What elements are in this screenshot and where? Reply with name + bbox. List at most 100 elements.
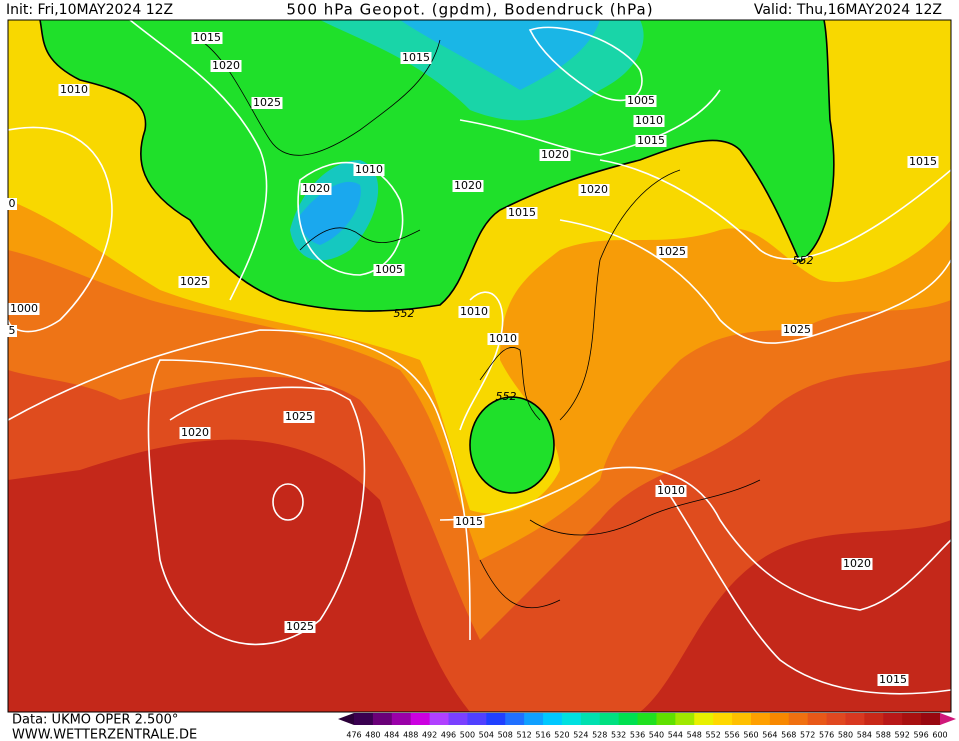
isobar-label: 552 <box>394 307 415 320</box>
isobar-label: 1020 <box>541 148 569 161</box>
colorbar-label: 496 <box>441 731 456 740</box>
isobar-label: 1015 <box>193 31 221 44</box>
colorbar-label: 540 <box>649 731 664 740</box>
colorbar-swatch <box>580 713 601 725</box>
map-frame <box>7 19 952 713</box>
isobar-label: 1025 <box>180 275 208 288</box>
isobar-label: 1025 <box>658 245 686 258</box>
colorbar-label: 560 <box>743 731 758 740</box>
colorbar-label: 556 <box>724 731 739 740</box>
colorbar-label: 596 <box>913 731 928 740</box>
colorbar-label: 488 <box>403 731 418 740</box>
colorbar-swatch <box>732 713 752 725</box>
colorbar-label: 476 <box>346 731 361 740</box>
isobar-label-box <box>400 52 432 64</box>
isobar-label-box <box>7 325 17 337</box>
isobar <box>297 161 404 276</box>
colorbar: 476 480 484 488 492 496 500 504 508 512 516 520 524 5… <box>338 713 956 740</box>
colorbar-label: 512 <box>516 731 531 740</box>
isobar <box>147 359 366 646</box>
field-blue <box>400 20 600 90</box>
colorbar-label: 516 <box>535 731 550 740</box>
colorbar-label: 520 <box>554 731 569 740</box>
isobar-label: 1020 <box>212 59 240 72</box>
isobar <box>439 466 951 611</box>
isobar-label: 1000 <box>10 302 38 315</box>
colorbar-swatch <box>467 713 487 725</box>
isobar-label: 1015 <box>455 515 483 528</box>
isobar-label: 1010 <box>657 484 685 497</box>
isobar <box>272 483 304 521</box>
colorbar-label: 528 <box>592 731 607 740</box>
isobar-label-box <box>284 621 316 633</box>
isobar-label: 1015 <box>508 206 536 219</box>
isobar-label-box <box>179 427 211 439</box>
isobar-label-box <box>8 303 40 315</box>
colorbar-end-low <box>338 713 354 725</box>
isobar-label-box <box>635 135 667 147</box>
isobar-label-box <box>578 184 610 196</box>
colorbar-swatch <box>826 713 846 725</box>
isobar-label-box <box>781 324 813 336</box>
data-source: Data: UKMO OPER 2.500° <box>12 713 178 728</box>
isobar-label-box <box>625 95 657 107</box>
isobar-label-box <box>283 411 315 423</box>
colorbar-label: 524 <box>573 731 588 740</box>
isobar-labels: 1015 1020 1015 1010 1025 1005 1010 1015 1020 1010… <box>7 31 939 686</box>
isobar-label-box <box>841 558 873 570</box>
colorbar-swatch <box>524 713 544 725</box>
colorbar-swatch <box>845 713 865 725</box>
coastline <box>199 39 441 251</box>
colorbar-swatch <box>675 713 695 725</box>
coastline <box>479 169 761 609</box>
isobar-label: 1010 <box>489 332 517 345</box>
colorbar-swatch <box>391 713 412 725</box>
isobar-label: 1025 <box>253 96 281 109</box>
coastlines <box>199 39 761 609</box>
colorbar-label: 492 <box>422 731 437 740</box>
isobar-label-box <box>300 183 332 195</box>
field-blue-greenland <box>300 181 361 245</box>
isobar <box>169 386 331 421</box>
colorbar-swatch <box>788 713 809 725</box>
isobar-label-box <box>353 164 385 176</box>
colorbar-label: 548 <box>687 731 702 740</box>
isobar-label: 1005 <box>375 263 403 276</box>
isobar-label: 552 <box>793 254 814 267</box>
isobar-label-box <box>877 674 909 686</box>
isobar-label-box <box>656 246 688 258</box>
colorbar-label: 536 <box>630 731 645 740</box>
isobar <box>659 479 951 695</box>
contour-552-cutoff <box>469 396 555 494</box>
isobar-label: 1015 <box>637 134 665 147</box>
colorbar-swatch <box>354 713 374 725</box>
isobar-label-box <box>210 60 242 72</box>
isobar-label-box <box>907 156 939 168</box>
colorbar-swatch <box>902 713 922 725</box>
isobar-label: 1010 <box>60 83 88 96</box>
colorbar-swatch <box>486 713 506 725</box>
isobar-label: 1010 <box>635 114 663 127</box>
isobar-label: 1025 <box>285 410 313 423</box>
colorbar-label: 500 <box>460 731 475 740</box>
colorbar-swatch <box>883 713 903 725</box>
isobar-label: 1015 <box>909 155 937 168</box>
isobar <box>459 89 721 156</box>
contour-552 <box>39 20 835 312</box>
valid-time: Valid: Thu,16MAY2024 12Z <box>754 2 942 18</box>
colorbar-swatch <box>656 713 676 725</box>
colorbar-swatch <box>561 713 582 725</box>
colorbar-label: 572 <box>800 731 815 740</box>
website: WWW.WETTERZENTRALE.DE <box>12 728 197 741</box>
colorbar-swatch <box>599 713 620 725</box>
colorbar-label: 592 <box>895 731 910 740</box>
colorbar-end-high <box>940 713 956 725</box>
colorbar-swatch <box>637 713 657 725</box>
map-title: 500 hPa Geopot. (gpdm), Bodendruck (hPa) <box>286 1 653 19</box>
isobar-label: 552 <box>496 390 517 403</box>
field-green <box>40 20 834 312</box>
isobar <box>8 126 113 333</box>
isobar-label-box <box>452 180 484 192</box>
colorbar-swatch <box>769 713 790 725</box>
